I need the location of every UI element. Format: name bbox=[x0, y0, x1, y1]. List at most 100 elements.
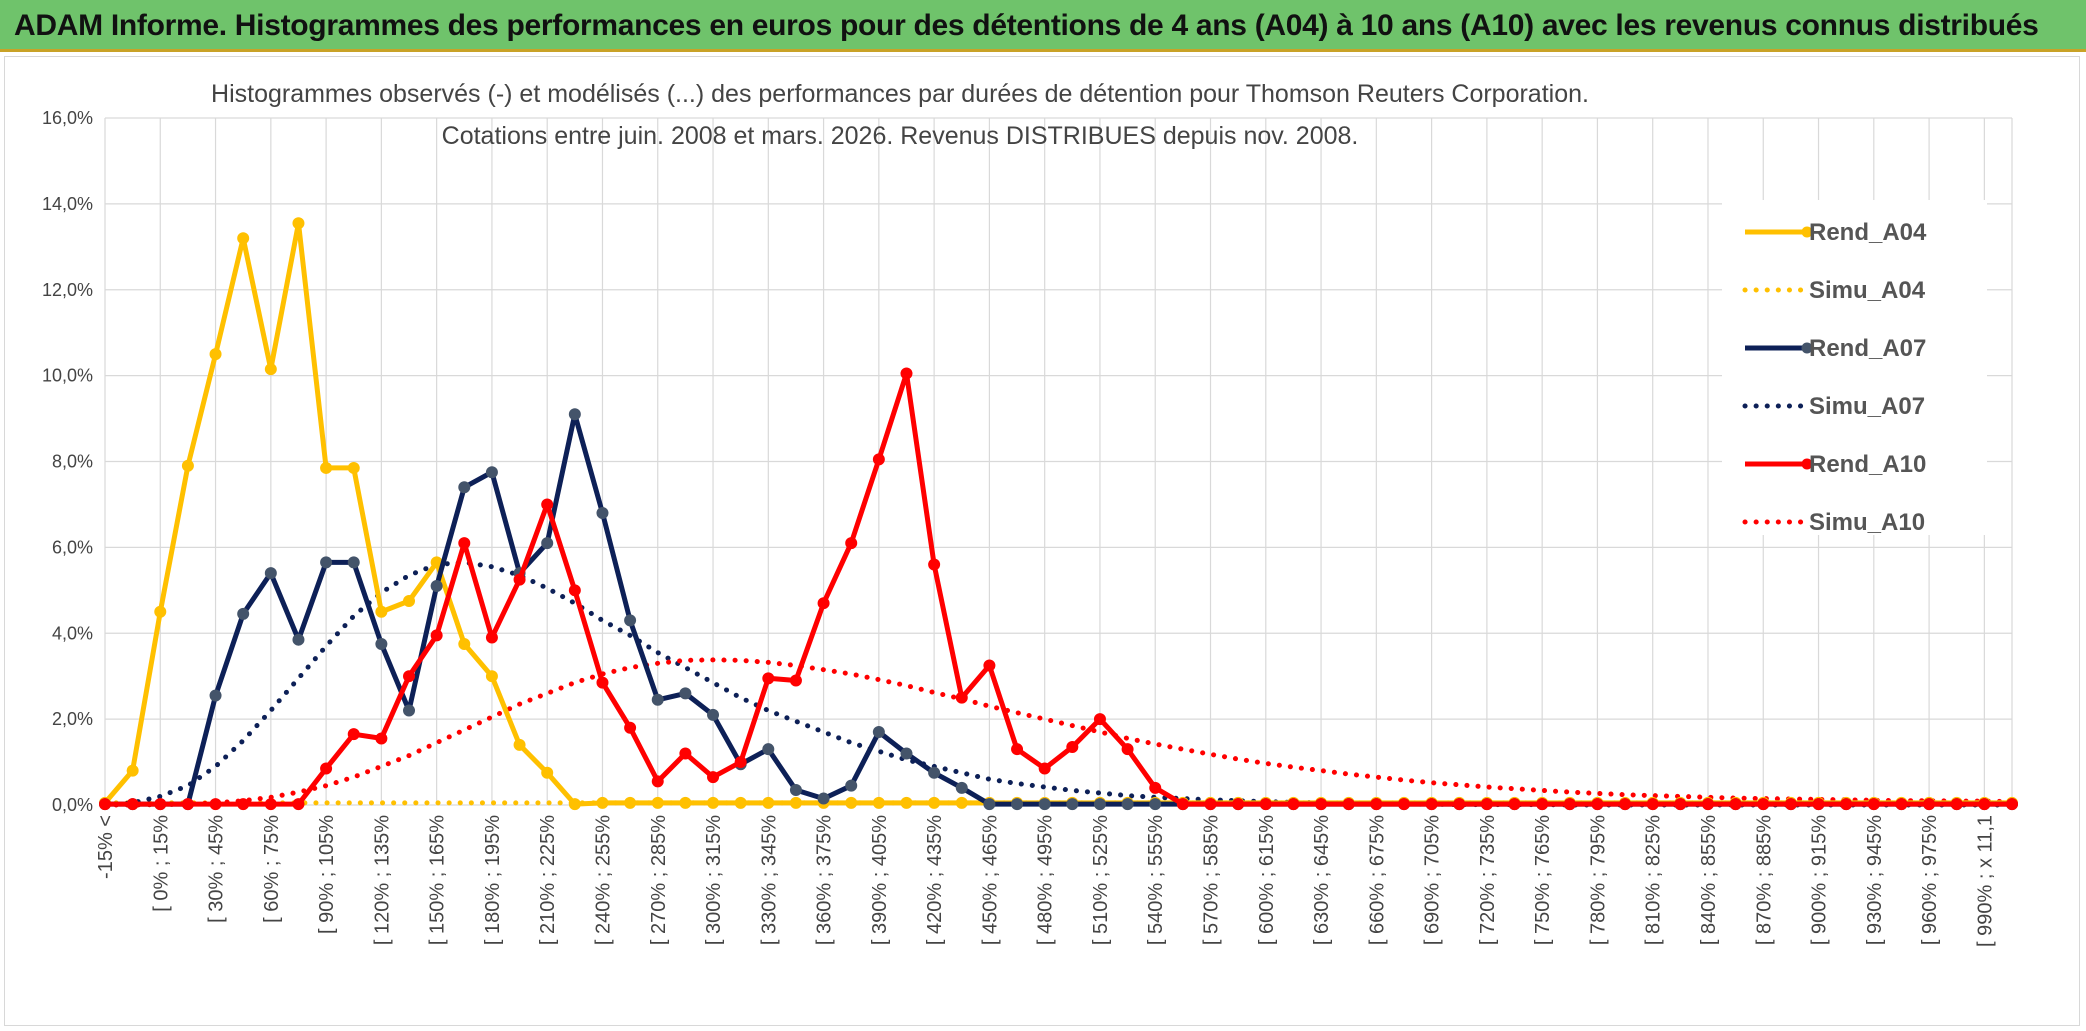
x-tick-label: [ 690% ; 705% bbox=[1422, 815, 1444, 945]
data-point bbox=[1950, 798, 1963, 811]
data-point bbox=[651, 775, 664, 788]
x-tick-label: [ 390% ; 405% bbox=[869, 815, 891, 945]
x-tick-label: [ 210% ; 225% bbox=[537, 815, 559, 945]
data-point bbox=[237, 607, 250, 620]
legend-entry-rend_a04: Rend_A04 bbox=[1809, 219, 1927, 246]
data-point bbox=[1674, 798, 1687, 811]
data-point bbox=[983, 798, 996, 811]
data-point bbox=[651, 693, 664, 706]
data-point bbox=[872, 453, 885, 466]
data-point bbox=[872, 726, 885, 739]
data-point bbox=[1232, 798, 1245, 811]
data-point bbox=[292, 633, 305, 646]
data-point bbox=[541, 498, 554, 511]
data-point bbox=[707, 771, 720, 784]
data-point bbox=[1701, 798, 1714, 811]
x-tick-label: [ 120% ; 135% bbox=[371, 815, 393, 945]
x-tick-label: [ 570% ; 585% bbox=[1201, 815, 1223, 945]
data-point bbox=[347, 728, 360, 741]
legend-entry-simu_a10: Simu_A10 bbox=[1809, 509, 1925, 536]
data-point bbox=[1149, 798, 1162, 811]
data-point bbox=[485, 670, 498, 683]
data-point bbox=[596, 507, 609, 520]
data-point bbox=[1038, 798, 1051, 811]
data-point bbox=[1287, 798, 1300, 811]
data-point bbox=[817, 792, 830, 805]
legend-entry-rend_a10: Rend_A10 bbox=[1809, 451, 1926, 478]
banner-title: ADAM Informe. Histogrammes des performan… bbox=[14, 9, 2039, 42]
data-point bbox=[1591, 798, 1604, 811]
data-point bbox=[928, 766, 941, 779]
data-point bbox=[403, 670, 416, 683]
x-tick-label: [ 300% ; 315% bbox=[703, 815, 725, 945]
data-point bbox=[1480, 798, 1493, 811]
data-point bbox=[1978, 798, 1991, 811]
x-tick-label: [ 990% ; x 11,1 bbox=[1974, 815, 1996, 947]
data-point bbox=[624, 721, 637, 734]
data-point bbox=[237, 232, 250, 245]
data-point bbox=[1093, 713, 1106, 726]
data-point bbox=[541, 766, 554, 779]
x-tick-label: [ 240% ; 255% bbox=[592, 815, 614, 945]
x-tick-label: [ 180% ; 195% bbox=[482, 815, 504, 945]
data-point bbox=[181, 459, 194, 472]
data-point bbox=[928, 796, 941, 809]
data-point bbox=[1011, 798, 1024, 811]
data-point bbox=[430, 580, 443, 593]
x-tick-label: [ 720% ; 735% bbox=[1477, 815, 1499, 945]
data-point bbox=[126, 764, 139, 777]
data-point bbox=[1342, 798, 1355, 811]
data-point bbox=[789, 796, 802, 809]
data-point bbox=[1149, 781, 1162, 794]
data-point bbox=[596, 676, 609, 689]
page-banner: ADAM Informe. Histogrammes des performan… bbox=[0, 0, 2086, 52]
data-point bbox=[264, 798, 277, 811]
data-point bbox=[403, 704, 416, 717]
y-tick-label: 2,0% bbox=[52, 709, 93, 729]
x-tick-label: [ 480% ; 495% bbox=[1035, 815, 1057, 945]
data-point bbox=[1093, 798, 1106, 811]
data-point bbox=[624, 796, 637, 809]
data-point bbox=[983, 659, 996, 672]
x-tick-label: [ 600% ; 615% bbox=[1256, 815, 1278, 945]
data-point bbox=[900, 796, 913, 809]
y-tick-label: 16,0% bbox=[42, 108, 93, 128]
legend-marker bbox=[1801, 342, 1813, 354]
legend-entry-simu_a07: Simu_A07 bbox=[1809, 393, 1925, 420]
x-tick-label: [ 900% ; 915% bbox=[1809, 815, 1831, 945]
x-tick-label: [ 870% ; 885% bbox=[1753, 815, 1775, 945]
data-point bbox=[375, 637, 388, 650]
data-point bbox=[1923, 798, 1936, 811]
data-point bbox=[900, 367, 913, 380]
data-point bbox=[762, 743, 775, 756]
data-point bbox=[734, 796, 747, 809]
data-point bbox=[707, 708, 720, 721]
data-point bbox=[1121, 798, 1134, 811]
data-point bbox=[1176, 798, 1189, 811]
data-point bbox=[1784, 798, 1797, 811]
x-tick-label: [ 90% ; 105% bbox=[316, 815, 338, 934]
x-tick-label: [ 840% ; 855% bbox=[1698, 815, 1720, 945]
data-point bbox=[845, 796, 858, 809]
data-point bbox=[347, 556, 360, 569]
data-point bbox=[126, 798, 139, 811]
x-tick-label: [ 630% ; 645% bbox=[1311, 815, 1333, 945]
y-tick-label: 14,0% bbox=[42, 194, 93, 214]
x-tick-label: [ 750% ; 765% bbox=[1532, 815, 1554, 945]
data-point bbox=[1508, 798, 1521, 811]
x-tick-label: [ 30% ; 45% bbox=[206, 815, 228, 923]
data-point bbox=[955, 781, 968, 794]
data-point bbox=[651, 796, 664, 809]
x-tick-label: [ 510% ; 525% bbox=[1090, 815, 1112, 945]
data-point bbox=[734, 756, 747, 769]
y-tick-label: 8,0% bbox=[52, 452, 93, 472]
data-point bbox=[485, 631, 498, 644]
data-point bbox=[181, 798, 194, 811]
legend-box bbox=[1722, 200, 1987, 535]
data-point bbox=[596, 796, 609, 809]
data-point bbox=[2006, 798, 2018, 811]
x-tick-label: [ 0% ; 15% bbox=[150, 815, 172, 912]
legend-marker bbox=[1801, 226, 1813, 238]
data-point bbox=[1619, 798, 1632, 811]
